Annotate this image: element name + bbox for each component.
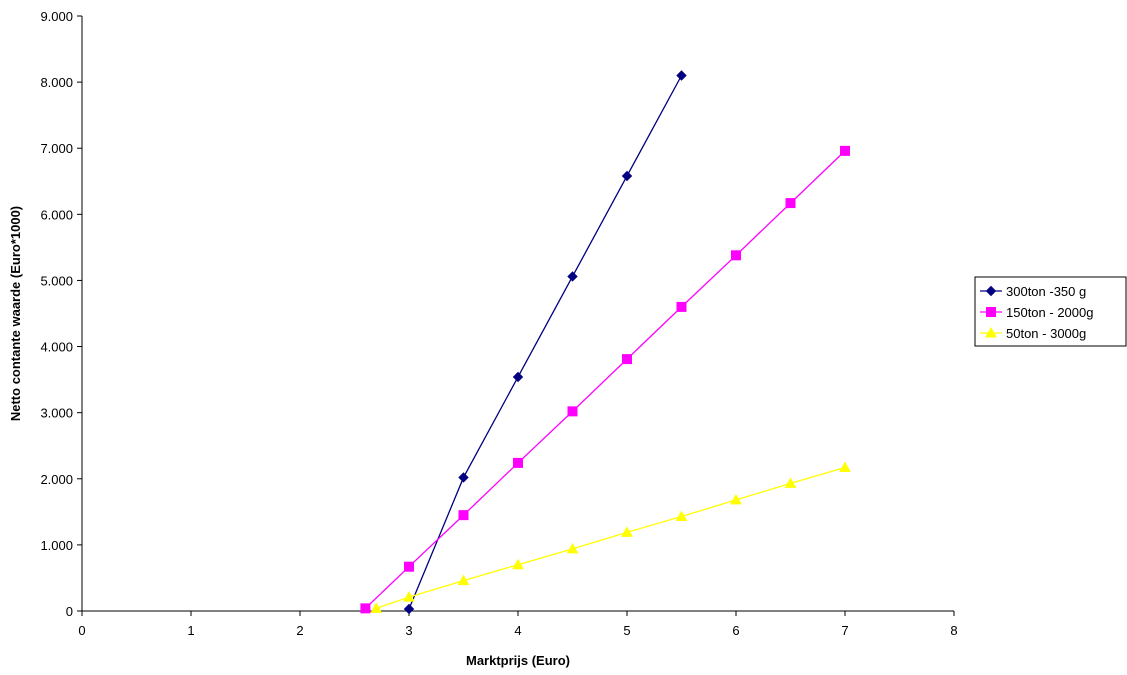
legend-item: 50ton - 3000g	[980, 326, 1086, 341]
data-point	[458, 510, 469, 521]
x-tick-label: 6	[732, 623, 739, 638]
y-tick-label: 0	[66, 604, 73, 619]
x-tick-label: 8	[950, 623, 957, 638]
data-point	[676, 70, 687, 81]
data-point	[839, 461, 851, 473]
x-axis-title: Marktprijs (Euro)	[466, 653, 570, 668]
x-tick-label: 5	[623, 623, 630, 638]
y-tick-label: 6.000	[40, 207, 73, 222]
legend-marker	[985, 285, 997, 297]
data-point	[730, 493, 742, 505]
data-point	[676, 301, 687, 312]
y-tick-label: 2.000	[40, 472, 73, 487]
series-line	[376, 466, 846, 609]
data-point	[567, 406, 578, 417]
series-group	[403, 70, 687, 615]
plot-area: 0 1.000 2.000 3.000 4.000 5.000 6.000 7.000 8.00…	[40, 9, 957, 638]
data-point	[621, 170, 633, 182]
legend-label: 150ton - 2000g	[1006, 305, 1093, 320]
data-point	[675, 510, 688, 521]
y-axis-title: Netto contante waarde (Euro*1000)	[8, 206, 23, 421]
x-tick-label: 0	[78, 623, 85, 638]
y-tick-label: 1.000	[40, 538, 73, 553]
data-point	[784, 477, 797, 488]
x-tick-label: 7	[841, 623, 848, 638]
y-axis-ticks: 0 1.000 2.000 3.000 4.000 5.000 6.000 7.000 8.00…	[40, 9, 82, 619]
y-tick-label: 9.000	[40, 9, 73, 24]
legend-label: 50ton - 3000g	[1006, 326, 1086, 341]
data-point	[567, 271, 578, 282]
data-point	[403, 603, 415, 615]
data-point	[403, 591, 415, 602]
data-point	[370, 602, 383, 613]
series-line	[408, 75, 683, 610]
legend: 300ton -350 g 150ton - 2000g 50ton - 3000g	[974, 276, 1127, 347]
series-group	[370, 461, 851, 613]
x-tick-label: 3	[405, 623, 412, 638]
data-point	[622, 354, 632, 365]
data-point	[512, 558, 524, 570]
x-tick-label: 4	[514, 623, 521, 638]
data-point	[513, 457, 523, 468]
data-point	[512, 371, 524, 383]
data-point	[458, 472, 469, 483]
legend-item: 150ton - 2000g	[980, 305, 1093, 320]
x-tick-label: 2	[296, 623, 303, 638]
data-point	[566, 542, 579, 554]
data-point	[840, 145, 850, 156]
y-tick-label: 4.000	[40, 340, 73, 355]
y-tick-label: 5.000	[40, 273, 73, 288]
y-tick-label: 3.000	[40, 406, 73, 421]
x-tick-label: 1	[187, 623, 194, 638]
legend-marker	[986, 307, 996, 317]
data-point	[457, 574, 470, 586]
x-axis-ticks: 0 1 2 3 4 5 6 7 8	[78, 611, 958, 638]
series-line	[364, 150, 846, 609]
data-point	[621, 526, 633, 537]
legend-label: 300ton -350 g	[1006, 284, 1086, 299]
data-point	[404, 561, 414, 572]
y-tick-label: 8.000	[40, 75, 73, 90]
series-group	[360, 145, 850, 614]
data-point	[731, 250, 741, 261]
y-tick-label: 7.000	[40, 141, 73, 156]
series-layer	[360, 70, 851, 615]
legend-marker	[985, 326, 997, 338]
legend-item: 300ton -350 g	[980, 284, 1086, 299]
data-point	[785, 198, 796, 209]
data-point	[360, 603, 371, 614]
